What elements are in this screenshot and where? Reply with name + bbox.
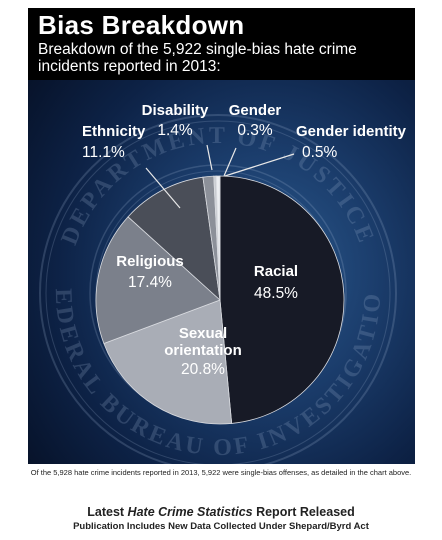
slice-value-sexual-orientation: 20.8% bbox=[181, 361, 225, 378]
article-subheadline: Publication Includes New Data Collected … bbox=[73, 521, 369, 532]
slice-value-gender: 0.3% bbox=[237, 122, 273, 139]
slice-label-gender: Gender bbox=[229, 102, 282, 119]
page-title: Bias Breakdown bbox=[38, 10, 245, 40]
leader-lines bbox=[145, 144, 295, 209]
pie-slice-sexual-orientation bbox=[103, 299, 233, 425]
slice-value-gender-identity: 0.5% bbox=[302, 144, 338, 161]
leader-line-gender bbox=[223, 147, 237, 177]
page-subtitle: Breakdown of the 5,922 single-bias hate … bbox=[38, 41, 357, 75]
slice-label-sexual-orientation-line1: Sexual bbox=[179, 325, 227, 342]
slice-value-disability: 1.4% bbox=[157, 122, 193, 139]
slice-label-racial: Racial bbox=[254, 263, 298, 280]
slice-value-religious: 17.4% bbox=[128, 274, 172, 291]
chart-caption: Of the 5,928 hate crime incidents report… bbox=[30, 468, 412, 477]
leader-line-gender-identity bbox=[224, 153, 295, 177]
header-band: Bias Breakdown Breakdown of the 5,922 si… bbox=[28, 8, 415, 80]
article-headline[interactable]: Latest Hate Crime Statistics Report Rele… bbox=[0, 505, 442, 519]
slice-label-religious: Religious bbox=[116, 253, 184, 270]
pie-chart: DEPARTMENT OF JUSTICE FEDERAL BUREAU OF … bbox=[28, 8, 407, 464]
leader-line-disability bbox=[206, 144, 213, 171]
slice-value-ethnicity: 11.1% bbox=[82, 144, 125, 161]
pie-slice-racial bbox=[219, 175, 345, 424]
leader-line-ethnicity bbox=[145, 167, 181, 209]
headline-italic: Hate Crime Statistics bbox=[127, 505, 253, 519]
pie-slice-ethnicity bbox=[127, 176, 221, 302]
pie-slices bbox=[95, 175, 345, 425]
slice-label-gender-identity: Gender identity bbox=[296, 123, 407, 140]
pie-slice-religious bbox=[95, 216, 221, 344]
slice-label-sexual-orientation-line2: orientation bbox=[164, 342, 242, 359]
headline-prefix: Latest bbox=[87, 505, 128, 519]
pie-slice-gender-identity bbox=[215, 175, 221, 301]
slice-value-racial: 48.5% bbox=[254, 285, 298, 302]
headline-suffix: Report Released bbox=[252, 505, 355, 519]
infographic: DEPARTMENT OF JUSTICE FEDERAL BUREAU OF … bbox=[28, 8, 415, 464]
slice-label-ethnicity: Ethnicity bbox=[82, 123, 146, 140]
slice-label-disability: Disability bbox=[142, 102, 209, 119]
